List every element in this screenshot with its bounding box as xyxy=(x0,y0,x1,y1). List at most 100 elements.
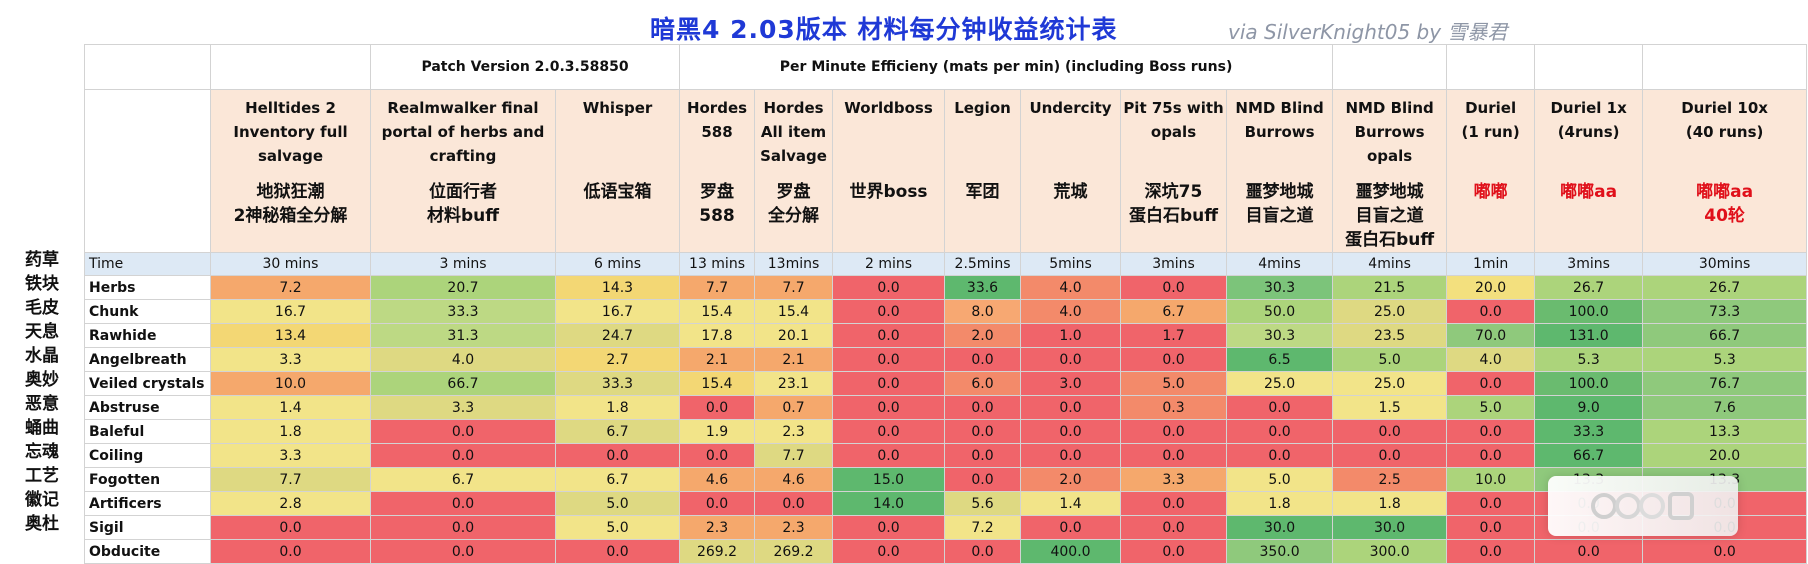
watermark-logo-icon xyxy=(1591,492,1694,520)
activity-header-row: Helltides 2 Inventory full salvage 地狱狂潮 2… xyxy=(84,89,1808,253)
value-cell: 20.0 xyxy=(1642,443,1808,468)
value-cell: 9.0 xyxy=(1534,395,1644,420)
material-name: Rawhide xyxy=(84,323,211,348)
value-cell: 66.7 xyxy=(370,371,556,396)
value-cell: 15.4 xyxy=(679,299,756,324)
value-cell: 0.0 xyxy=(679,395,756,420)
value-cell: 1.8 xyxy=(1226,491,1334,516)
value-cell: 3.0 xyxy=(1020,371,1122,396)
material-name-cn: 奥妙 xyxy=(25,370,59,390)
value-cell: 0.0 xyxy=(210,515,371,540)
value-cell: 33.6 xyxy=(944,275,1022,300)
patch-version: Patch Version 2.0.3.58850 xyxy=(369,44,681,90)
activity-header: NMD Blind Burrows opals 噩梦地城 目盲之道 蛋白石buff xyxy=(1332,89,1448,253)
time-cell: 5mins xyxy=(1020,252,1122,276)
value-cell: 0.0 xyxy=(370,515,556,540)
value-cell: 1.7 xyxy=(1120,323,1228,348)
credit-text: via SilverKnight05 by 雪暴君 xyxy=(1228,20,1508,44)
value-cell: 0.0 xyxy=(1020,515,1122,540)
value-cell: 0.0 xyxy=(1120,347,1228,372)
blank-cell xyxy=(1332,44,1448,90)
activity-name-en: Duriel 10x (40 runs) xyxy=(1681,99,1768,141)
value-cell: 66.7 xyxy=(1534,443,1644,468)
activity-header: Pit 75s with opals 深坑75 蛋白石buff xyxy=(1120,89,1228,253)
activity-name-en: Hordes All item Salvage xyxy=(760,99,827,165)
value-cell: 5.0 xyxy=(1120,371,1228,396)
value-cell: 50.0 xyxy=(1226,299,1334,324)
efficiency-heading: Per Minute Efficieny (mats per min) (inc… xyxy=(679,44,1334,90)
value-cell: 17.8 xyxy=(679,323,756,348)
value-cell: 0.0 xyxy=(679,443,756,468)
activity-name-cn: 军团 xyxy=(965,182,1000,202)
activity-name-cn: 噩梦地城 目盲之道 蛋白石buff xyxy=(1345,182,1435,250)
time-row: Time 30 mins 3 mins 6 mins 13 mins 13mins 2 m… xyxy=(84,252,1808,276)
activity-name-cn: 深坑75 蛋白石buff xyxy=(1128,182,1219,226)
value-cell: 0.0 xyxy=(832,443,946,468)
activity-header: NMD Blind Burrows 噩梦地城 目盲之道 xyxy=(1226,89,1334,253)
value-cell: 16.7 xyxy=(210,299,371,324)
material-name: Sigil xyxy=(84,515,211,540)
activity-header: Undercity 荒城 xyxy=(1020,89,1122,253)
value-cell: 0.0 xyxy=(1332,443,1448,468)
value-cell: 0.0 xyxy=(1642,539,1808,564)
value-cell: 24.7 xyxy=(554,323,681,348)
value-cell: 0.0 xyxy=(832,371,946,396)
material-name: Abstruse xyxy=(84,395,211,420)
table-row: Veiled crystals 10.0 66.7 33.3 15.4 23.1 0.0 6.… xyxy=(84,371,1808,396)
value-cell: 2.7 xyxy=(554,347,681,372)
value-cell: 4.0 xyxy=(1446,347,1536,372)
value-cell: 1.4 xyxy=(1020,491,1122,516)
value-cell: 7.7 xyxy=(754,443,834,468)
value-cell: 0.0 xyxy=(1020,347,1122,372)
value-cell: 2.5 xyxy=(1332,467,1448,492)
material-name-cn: 毛皮 xyxy=(25,298,59,318)
value-cell: 73.3 xyxy=(1642,299,1808,324)
value-cell: 0.0 xyxy=(1534,539,1644,564)
activity-name-cn: 地狱狂潮 2神秘箱全分解 xyxy=(233,182,348,226)
value-cell: 26.7 xyxy=(1534,275,1644,300)
value-cell: 0.0 xyxy=(1120,443,1228,468)
value-cell: 0.0 xyxy=(1226,395,1334,420)
activity-header: Realmwalker final portal of herbs and cr… xyxy=(370,89,556,253)
time-cell: 1min xyxy=(1446,252,1536,276)
value-cell: 5.0 xyxy=(1446,395,1536,420)
value-cell: 1.4 xyxy=(210,395,371,420)
value-cell: 2.1 xyxy=(754,347,834,372)
value-cell: 33.3 xyxy=(554,371,681,396)
activity-name-en: Worldboss xyxy=(844,99,933,117)
value-cell: 15.4 xyxy=(754,299,834,324)
value-cell: 16.7 xyxy=(554,299,681,324)
value-cell: 0.0 xyxy=(754,491,834,516)
value-cell: 0.0 xyxy=(1226,443,1334,468)
time-cell: 4mins xyxy=(1332,252,1448,276)
table-row: Rawhide 13.4 31.3 24.7 17.8 20.1 0.0 2.0 1.0 1.7 3… xyxy=(84,323,1808,348)
table-row: Herbs 7.2 20.7 14.3 7.7 7.7 0.0 33.6 4.0 0.0 30.3 2… xyxy=(84,275,1808,300)
activity-name-cn: 嘟嘟 xyxy=(1473,182,1508,202)
material-name-cn: 工艺 xyxy=(25,466,59,486)
value-cell: 2.8 xyxy=(210,491,371,516)
value-cell: 66.7 xyxy=(1642,323,1808,348)
title-bar: 暗黑4 2.03版本 材料每分钟收益统计表 via SilverKnight05… xyxy=(0,8,1808,44)
material-name-cn: 徽记 xyxy=(25,490,59,510)
value-cell: 100.0 xyxy=(1534,299,1644,324)
table-row: Obducite 0.0 0.0 0.0 269.2 269.2 0.0 0.0 400.0 0.… xyxy=(84,539,1808,564)
time-label: Time xyxy=(84,252,211,276)
time-cell: 30 mins xyxy=(210,252,371,276)
value-cell: 31.3 xyxy=(370,323,556,348)
value-cell: 0.0 xyxy=(1020,443,1122,468)
blank-cell xyxy=(1642,44,1808,90)
blank-cell xyxy=(84,44,211,90)
value-cell: 2.0 xyxy=(944,323,1022,348)
activity-name-en: Helltides 2 Inventory full salvage xyxy=(233,99,348,165)
value-cell: 0.7 xyxy=(754,395,834,420)
value-cell: 0.0 xyxy=(370,443,556,468)
value-cell: 0.0 xyxy=(1020,419,1122,444)
activity-header: Duriel 1x (4runs) 嘟嘟aa xyxy=(1534,89,1644,253)
value-cell: 0.0 xyxy=(944,395,1022,420)
material-name: Obducite xyxy=(84,539,211,564)
blank-cell xyxy=(84,89,211,253)
value-cell: 6.7 xyxy=(554,419,681,444)
value-cell: 0.0 xyxy=(1120,539,1228,564)
material-name: Chunk xyxy=(84,299,211,324)
value-cell: 10.0 xyxy=(1446,467,1536,492)
